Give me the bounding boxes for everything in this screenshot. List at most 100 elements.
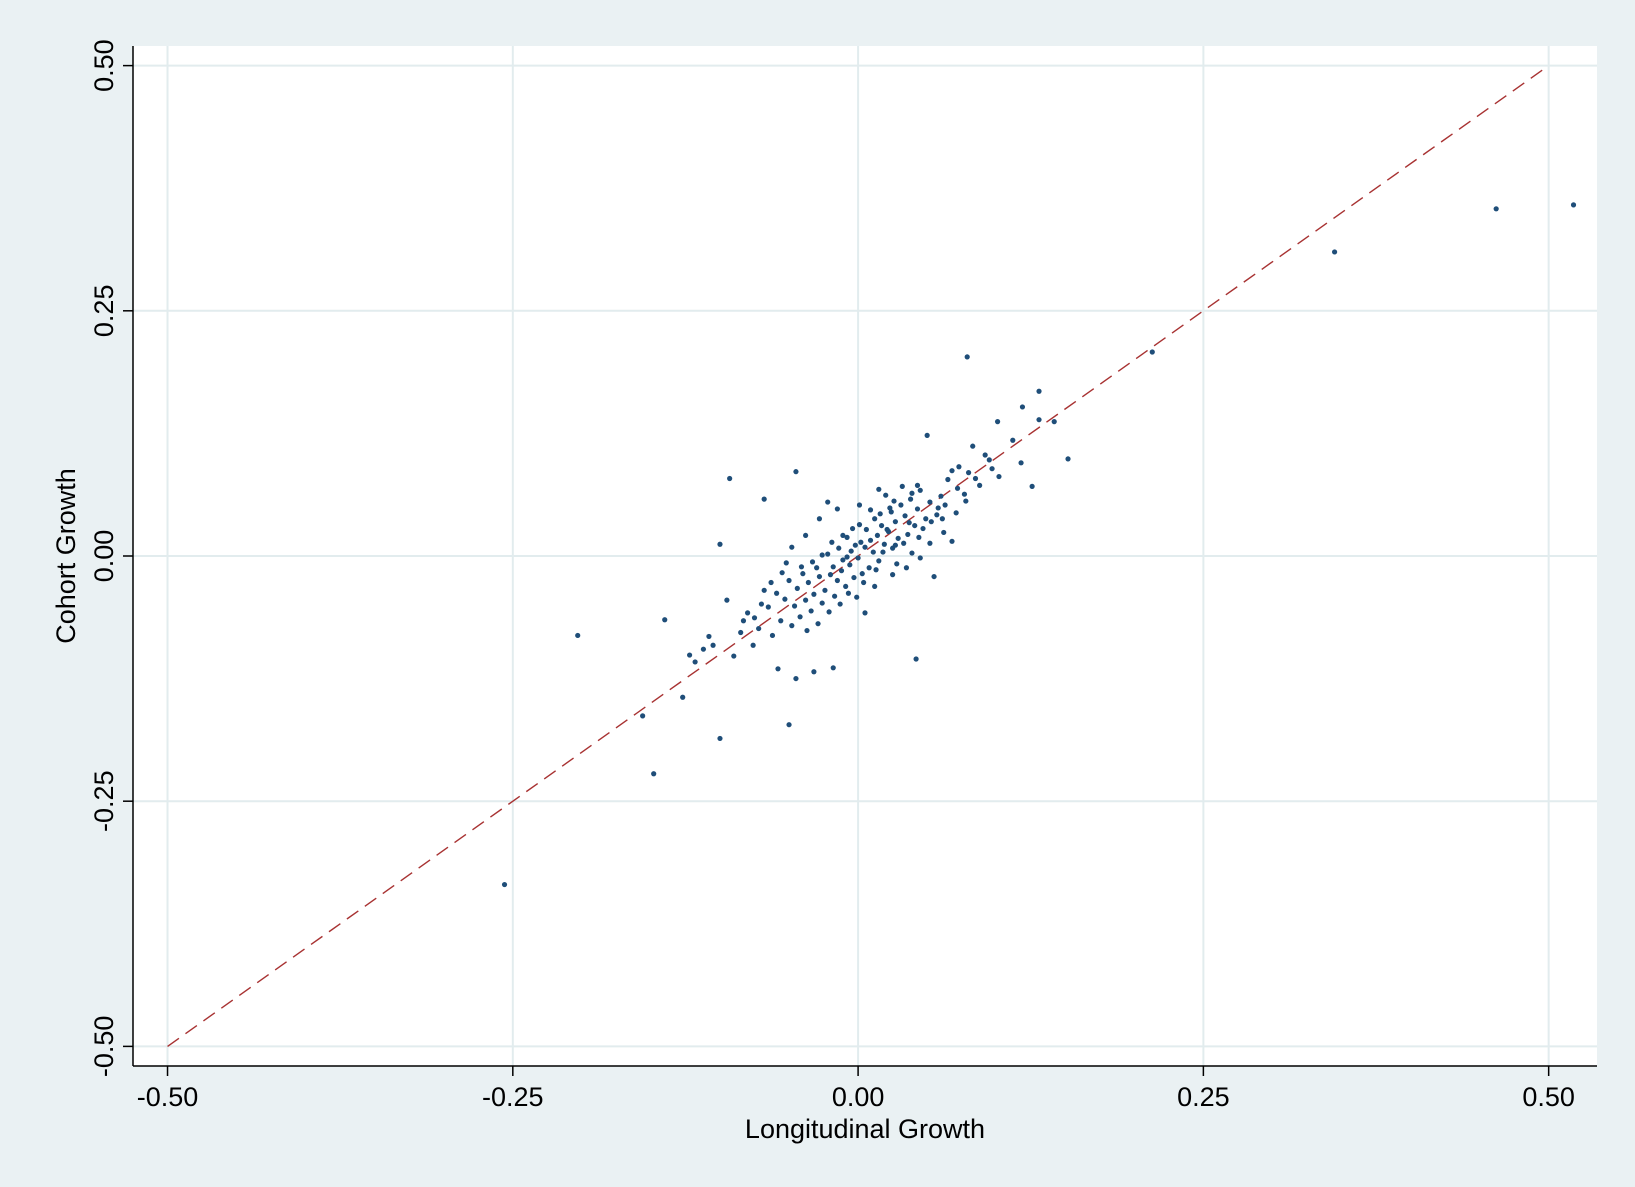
- data-point: [836, 545, 842, 551]
- data-point: [949, 538, 955, 544]
- data-point: [986, 457, 992, 463]
- data-point: [861, 579, 867, 586]
- data-point: [1036, 388, 1042, 394]
- data-point: [884, 526, 890, 533]
- data-point: [931, 573, 937, 580]
- data-point: [834, 577, 840, 584]
- data-point: [854, 594, 860, 600]
- data-point: [1570, 202, 1577, 208]
- data-point: [751, 615, 758, 621]
- data-point: [963, 498, 969, 504]
- data-point: [826, 609, 832, 615]
- data-point: [849, 525, 856, 532]
- data-point: [804, 627, 810, 634]
- data-point: [798, 564, 805, 570]
- data-point: [965, 470, 972, 476]
- data-point: [863, 526, 869, 533]
- data-point: [847, 562, 853, 568]
- data-point: [501, 881, 508, 888]
- data-point: [867, 537, 874, 543]
- data-point: [902, 513, 908, 519]
- y-tick-label: -0.50: [89, 1016, 119, 1078]
- data-point: [878, 522, 885, 529]
- data-point: [862, 544, 868, 550]
- data-point: [914, 506, 921, 512]
- data-point: [876, 558, 882, 564]
- data-point: [816, 516, 823, 522]
- data-point: [791, 603, 798, 609]
- data-point: [928, 519, 934, 525]
- grid-lines: [133, 46, 1597, 1066]
- y-tick-label: 0.00: [89, 530, 119, 583]
- data-point: [827, 572, 834, 578]
- data-point: [830, 665, 836, 671]
- data-point: [881, 541, 887, 547]
- data-point: [927, 540, 933, 546]
- data-point: [873, 567, 879, 573]
- data-point: [727, 475, 733, 482]
- data-point: [819, 552, 825, 558]
- data-point: [848, 548, 854, 554]
- data-point: [907, 496, 914, 502]
- data-point: [856, 502, 863, 508]
- data-point: [825, 499, 831, 505]
- data-point: [797, 614, 803, 620]
- data-point: [934, 512, 940, 518]
- data-point: [1051, 419, 1057, 425]
- data-point: [887, 505, 893, 511]
- data-point: [970, 443, 976, 449]
- data-point: [822, 587, 828, 593]
- data-point: [862, 610, 868, 616]
- data-point: [829, 539, 835, 545]
- data-point: [894, 561, 900, 567]
- data-point: [876, 486, 882, 492]
- data-point: [832, 593, 838, 599]
- data-point: [982, 452, 988, 458]
- data-point: [917, 555, 923, 561]
- data-point: [745, 610, 751, 616]
- data-point: [786, 722, 792, 728]
- data-point: [768, 579, 774, 586]
- data-point: [706, 633, 712, 640]
- data-point: [1065, 456, 1071, 462]
- data-point: [800, 571, 806, 577]
- x-tick-label: 0.00: [832, 1082, 885, 1112]
- data-point: [961, 491, 968, 497]
- x-tick-label: 0.50: [1522, 1082, 1575, 1112]
- data-point: [837, 601, 843, 607]
- data-point: [949, 468, 955, 474]
- x-axis-ticks: -0.50 -0.25 0.00 0.25 0.50: [137, 1066, 1575, 1112]
- x-axis-title: Longitudinal Growth: [745, 1114, 985, 1144]
- data-point: [680, 694, 686, 700]
- data-point: [758, 601, 765, 607]
- data-point: [793, 675, 799, 682]
- data-point: [920, 525, 926, 532]
- data-point: [924, 432, 930, 438]
- data-point: [939, 516, 945, 522]
- data-point: [905, 531, 911, 538]
- data-point: [891, 498, 897, 504]
- data-point: [954, 485, 961, 491]
- data-point: [825, 551, 831, 557]
- data-point: [794, 585, 800, 591]
- y-tick-label: 0.50: [89, 39, 119, 92]
- data-point: [938, 493, 944, 499]
- data-point: [811, 591, 817, 597]
- data-point: [805, 579, 811, 586]
- data-point: [909, 550, 915, 556]
- data-point: [1019, 404, 1026, 410]
- data-point: [692, 659, 698, 665]
- data-point: [803, 532, 809, 539]
- data-point: [651, 771, 657, 777]
- data-point: [843, 583, 849, 590]
- data-point: [662, 617, 668, 623]
- data-point: [942, 502, 948, 508]
- data-point: [819, 600, 825, 606]
- data-point: [844, 554, 850, 560]
- data-point: [761, 587, 767, 593]
- data-point: [750, 642, 756, 648]
- data-point: [765, 604, 771, 610]
- data-point: [859, 571, 865, 577]
- data-point: [789, 544, 795, 550]
- data-point: [844, 534, 850, 540]
